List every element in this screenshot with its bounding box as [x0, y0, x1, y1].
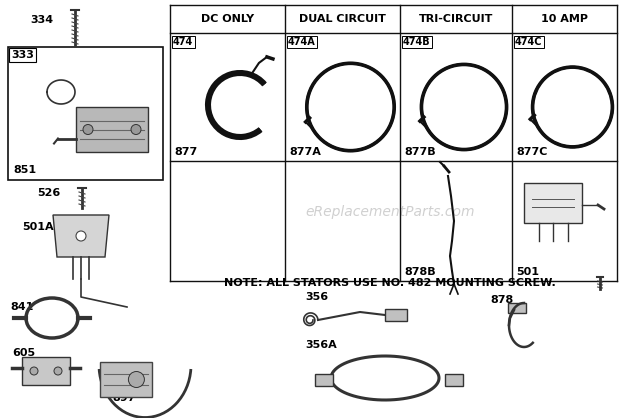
Text: 356: 356 — [305, 292, 328, 302]
Text: 474B: 474B — [403, 37, 431, 47]
Bar — [524, 183, 582, 223]
Text: 501A: 501A — [22, 222, 53, 232]
Bar — [8, 47, 163, 180]
Text: DC ONLY: DC ONLY — [201, 14, 254, 24]
Text: DUAL CIRCUIT: DUAL CIRCUIT — [299, 14, 386, 24]
Text: 474C: 474C — [515, 37, 542, 47]
Text: 897: 897 — [112, 393, 135, 403]
Text: eReplacementParts.com: eReplacementParts.com — [305, 205, 475, 219]
Text: 877: 877 — [174, 147, 197, 157]
Text: 877A: 877A — [289, 147, 321, 157]
Text: 526: 526 — [37, 188, 60, 198]
Text: 474A: 474A — [288, 37, 316, 47]
Bar — [445, 374, 463, 386]
Text: 605: 605 — [12, 348, 35, 358]
Text: NOTE: ALL STATORS USE NO. 482 MOUNTING SCREW.: NOTE: ALL STATORS USE NO. 482 MOUNTING S… — [224, 278, 556, 288]
Text: 333: 333 — [11, 50, 34, 60]
Text: 851: 851 — [13, 165, 36, 175]
Circle shape — [83, 125, 93, 135]
Circle shape — [76, 231, 86, 241]
Text: 877C: 877C — [516, 147, 547, 157]
Text: 878B: 878B — [404, 267, 436, 277]
Text: 474: 474 — [173, 37, 193, 47]
Text: 878: 878 — [490, 295, 513, 305]
Bar — [100, 362, 152, 397]
Bar — [385, 309, 407, 321]
Text: 334: 334 — [30, 15, 53, 25]
Bar — [508, 303, 526, 313]
Bar — [315, 374, 333, 386]
Bar — [76, 107, 148, 152]
Circle shape — [30, 367, 38, 375]
Text: 356A: 356A — [305, 340, 337, 350]
Circle shape — [54, 367, 62, 375]
Text: 877B: 877B — [404, 147, 436, 157]
Polygon shape — [53, 215, 109, 257]
Text: 841: 841 — [10, 302, 33, 312]
Circle shape — [131, 125, 141, 135]
Circle shape — [128, 372, 144, 387]
Text: 501: 501 — [516, 267, 539, 277]
Text: 10 AMP: 10 AMP — [541, 14, 588, 24]
Text: TRI-CIRCUIT: TRI-CIRCUIT — [419, 14, 493, 24]
Bar — [22, 357, 70, 385]
